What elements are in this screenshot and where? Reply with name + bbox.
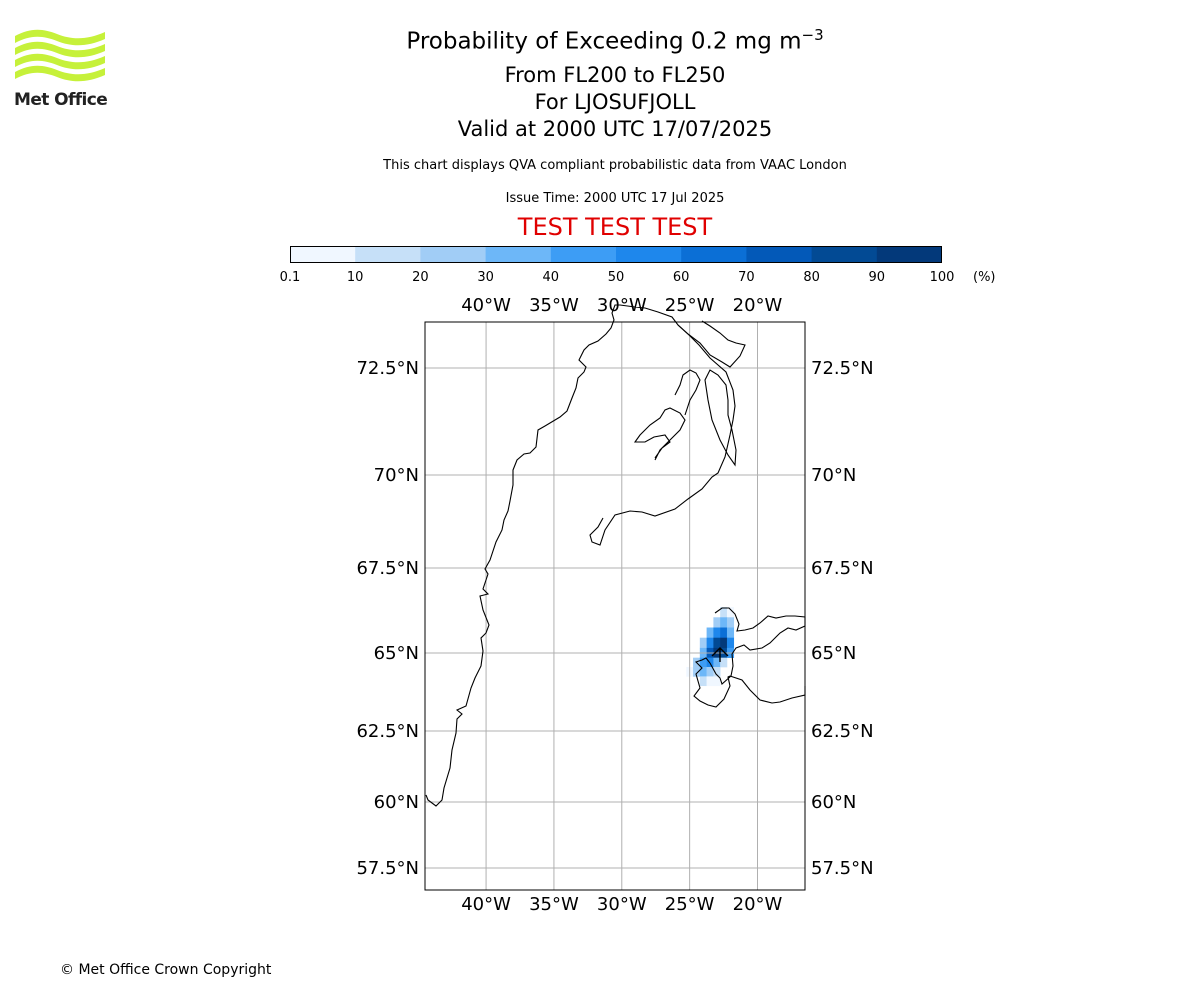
plume-cell [706, 627, 714, 638]
plume-cell [726, 627, 735, 638]
colorbar-segment [355, 246, 421, 263]
coastlines [425, 304, 806, 807]
ash-probability-plume [686, 607, 735, 687]
flight-level-range: From FL200 to FL250 [504, 63, 726, 87]
plume-cell [726, 607, 735, 618]
longitude-label: 40°W [461, 295, 511, 316]
longitude-label: 20°W [733, 295, 783, 316]
latitude-label: 57.5°N [356, 858, 419, 879]
latitude-label: 72.5°N [356, 358, 419, 379]
plume-cell [713, 657, 721, 668]
plume-cell [699, 657, 707, 668]
plume-cell [699, 676, 707, 687]
probability-map: 40°W 40°W 35°W 35°W 30°W 30°W 25°W 25°W 20°W 20°W… [356, 295, 873, 915]
latitude-label: 67.5°N [811, 558, 874, 579]
info-text: This chart displays QVA compliant probab… [383, 158, 847, 173]
title-exponent: −3 [801, 26, 824, 44]
longitude-label: 25°W [665, 295, 715, 316]
latitude-label: 65°N [811, 643, 856, 664]
plume-cell [713, 667, 721, 677]
longitude-label: 25°W [665, 894, 715, 915]
plume-cell [720, 607, 728, 618]
colorbar-tick-label: 10 [346, 270, 364, 285]
latitude-label: 67.5°N [356, 558, 419, 579]
latitude-label: 72.5°N [811, 358, 874, 379]
plume-cell [693, 667, 701, 677]
volcano-marker [711, 647, 729, 662]
plume-cell [706, 667, 714, 677]
colorbar-units: (%) [973, 270, 996, 285]
colorbar-tick-label: 30 [477, 270, 494, 285]
plume-cell [726, 637, 735, 649]
colorbar-segment [681, 246, 747, 263]
colorbar-segment [811, 246, 878, 263]
axis-labels: 40°W 40°W 35°W 35°W 30°W 30°W 25°W 25°W 20°W 20°W… [356, 295, 873, 915]
volcano-name: For LJOSUFJOLL [534, 90, 696, 114]
issue-time: Issue Time: 2000 UTC 17 Jul 2025 [505, 191, 725, 206]
plume-cell [706, 676, 714, 687]
chart-title: Probability of Exceeding 0.2 mg m−3 [0, 26, 1200, 55]
test-banner: TEST TEST TEST [517, 213, 713, 241]
map-frame [424, 321, 806, 891]
valid-time: Valid at 2000 UTC 17/07/2025 [457, 117, 773, 141]
colorbar [290, 246, 942, 263]
copyright-notice: © Met Office Crown Copyright [60, 962, 272, 978]
colorbar-segment [420, 246, 487, 263]
latitude-label: 57.5°N [811, 858, 874, 879]
plume-cell [713, 637, 721, 649]
colorbar-tick-label: 80 [803, 270, 820, 285]
longitude-label: 35°W [529, 894, 579, 915]
plume-cell [699, 637, 707, 649]
colorbar-tick-label: 50 [607, 270, 625, 285]
colorbar-segment [485, 246, 552, 263]
iceland-south-coastline [729, 675, 806, 704]
plume-cell [720, 617, 728, 628]
longitude-label: 20°W [733, 894, 783, 915]
colorbar-tick-label: 20 [412, 270, 429, 285]
latitude-label: 62.5°N [356, 721, 419, 742]
plume-cell [726, 617, 735, 628]
latitude-label: 62.5°N [811, 721, 874, 742]
plume-cell [720, 627, 728, 638]
colorbar-tick-label: 70 [738, 270, 755, 285]
longitude-label: 35°W [529, 295, 579, 316]
plume-cell [713, 627, 721, 638]
title-main: Probability of Exceeding 0.2 mg m [406, 28, 802, 55]
plume-cell [720, 637, 728, 649]
latitude-label: 70°N [374, 465, 419, 486]
greenland-coastline [425, 304, 736, 807]
colorbar-tick-label: 90 [868, 270, 886, 285]
colorbar-segment [616, 246, 682, 263]
colorbar-tick-label: 100 [929, 270, 955, 285]
plume-cell [699, 667, 707, 677]
map-gridlines [425, 322, 805, 890]
plume-cell [713, 617, 721, 628]
colorbar-tick-label: 40 [542, 270, 560, 285]
plume-cell [713, 676, 721, 687]
iceland-coastline [693, 607, 806, 708]
wave-logo-icon [15, 29, 105, 82]
latitude-label: 65°N [374, 643, 419, 664]
longitude-label: 30°W [597, 894, 647, 915]
colorbar-tick-label: 0.1 [279, 270, 301, 285]
longitude-label: 30°W [597, 295, 647, 316]
colorbar-segment [876, 246, 942, 263]
logo-text: Met Office [14, 90, 108, 110]
colorbar-tick-label: 60 [672, 270, 690, 285]
met-office-logo: Met Office [12, 28, 112, 118]
latitude-label: 60°N [374, 792, 419, 813]
longitude-label: 40°W [461, 894, 511, 915]
fjord-coastline [633, 369, 737, 467]
colorbar-segment [550, 246, 617, 263]
latitude-label: 70°N [811, 465, 856, 486]
plume-cell [720, 657, 728, 668]
plume-cell [706, 637, 714, 649]
latitude-label: 60°N [811, 792, 856, 813]
colorbar-segment [746, 246, 813, 263]
colorbar-segment [290, 246, 356, 263]
ne-greenland-coastline [677, 320, 746, 368]
